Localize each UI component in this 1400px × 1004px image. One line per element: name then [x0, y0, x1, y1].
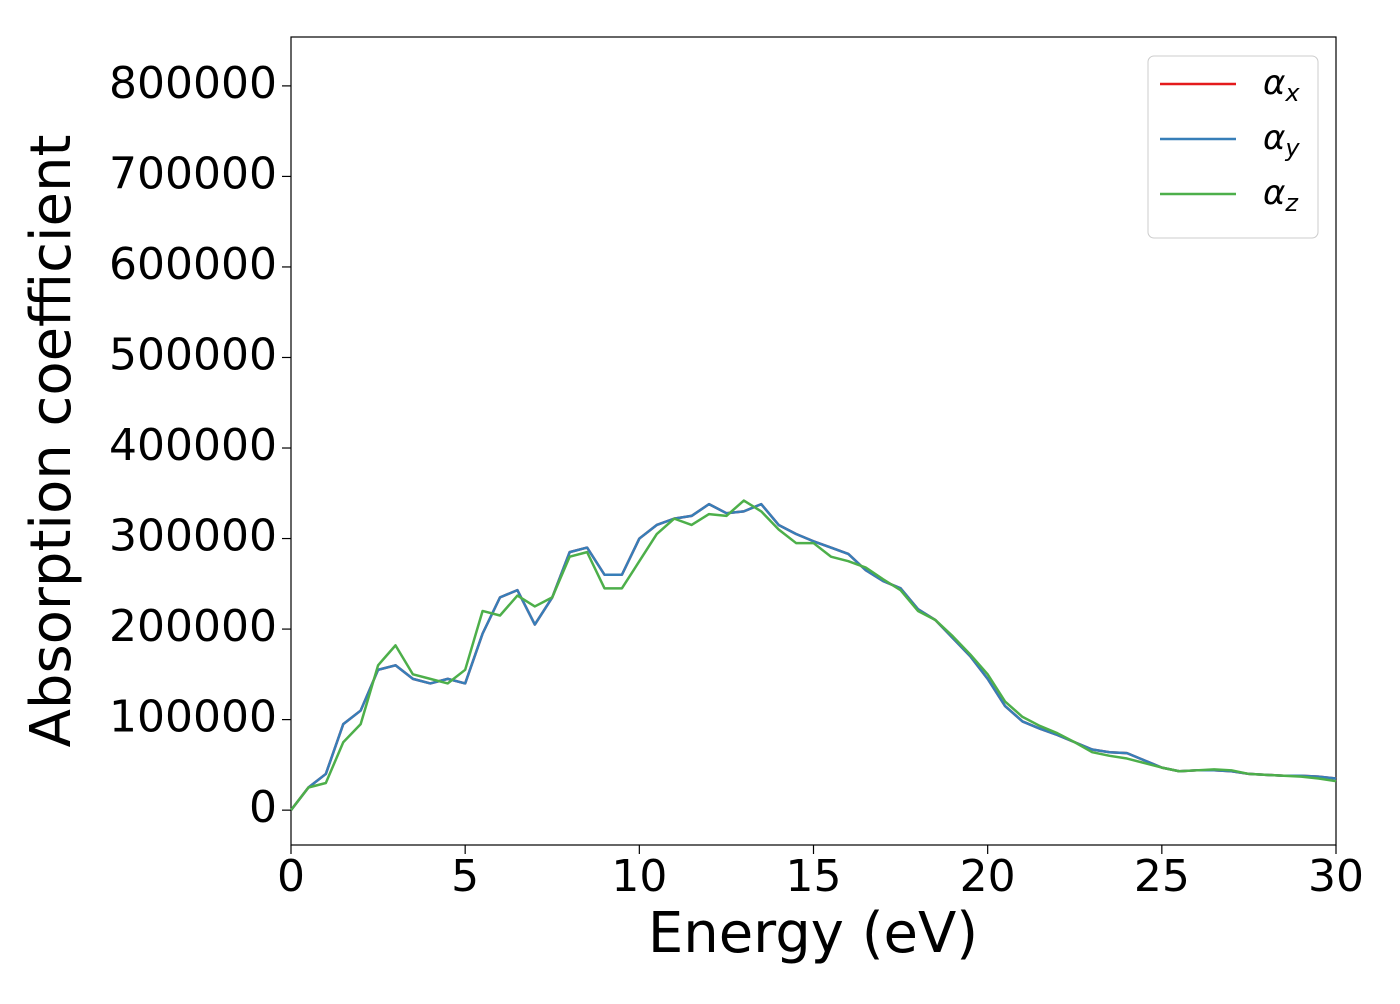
- y-tick-label: 400000: [109, 420, 277, 471]
- y-tick-label: 700000: [109, 148, 277, 199]
- x-tick-label: 5: [451, 851, 479, 902]
- y-tick-label: 300000: [109, 511, 277, 562]
- legend-label: αx: [1263, 63, 1300, 108]
- x-tick-label: 10: [611, 851, 667, 902]
- data-line: [290, 499, 1337, 811]
- x-tick-label: 30: [1308, 851, 1364, 902]
- x-tick-label: 20: [960, 851, 1016, 902]
- x-axis-label: Energy (eV): [648, 901, 978, 966]
- y-tick-label: 100000: [109, 692, 277, 743]
- legend-box: [1147, 55, 1319, 239]
- y-tick-label: 800000: [109, 58, 277, 109]
- y-tick-label: 500000: [109, 329, 277, 380]
- x-tick-label: 15: [786, 851, 842, 902]
- y-tick-label: 200000: [109, 601, 277, 652]
- y-tick-label: 0: [249, 782, 277, 833]
- legend-label: αz: [1263, 173, 1299, 218]
- y-axis-label: Absorption coefficient: [19, 135, 84, 748]
- legend-label: αy: [1263, 118, 1300, 163]
- data-line: [290, 502, 1337, 811]
- data-line: [290, 502, 1337, 811]
- x-tick-label: 0: [277, 851, 305, 902]
- y-tick-label: 600000: [109, 239, 277, 290]
- x-tick-label: 25: [1134, 851, 1190, 902]
